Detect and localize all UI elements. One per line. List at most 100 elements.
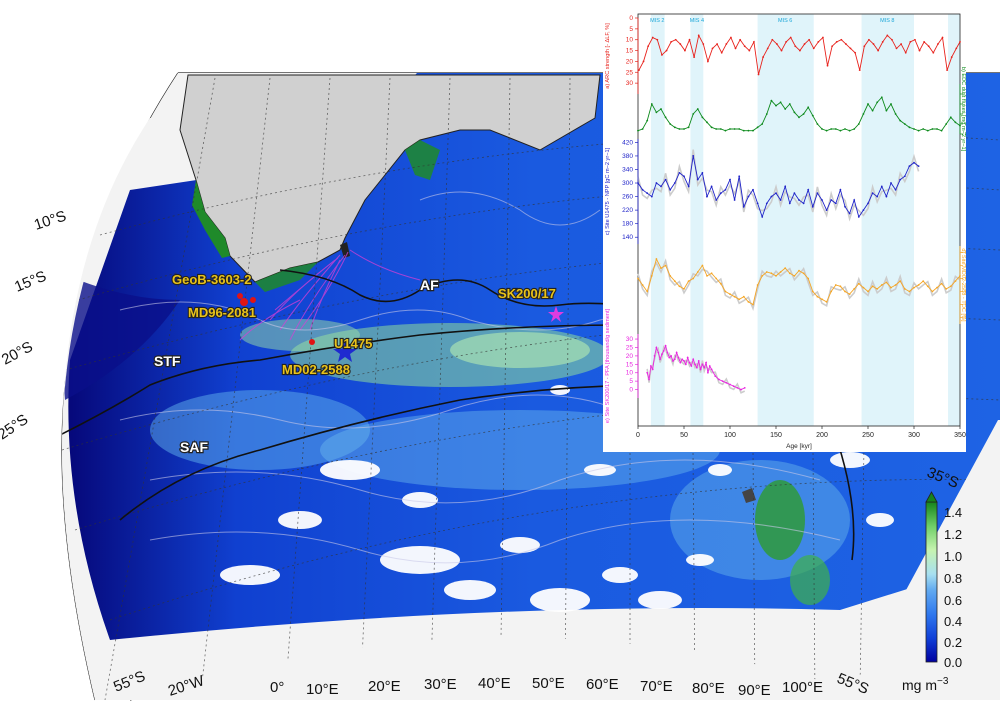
data-point-a	[904, 51, 907, 54]
data-point-e	[714, 375, 717, 378]
data-point-b	[724, 129, 727, 132]
data-point-c	[719, 192, 722, 195]
data-point-c	[733, 199, 736, 201]
data-point-a	[693, 56, 696, 58]
data-point-b	[738, 128, 741, 130]
data-point-c	[798, 199, 800, 201]
data-point-c	[857, 216, 860, 218]
front-label-saf: SAF	[180, 439, 208, 455]
data-point-a	[697, 34, 700, 37]
data-point-a	[927, 45, 930, 48]
data-point-b	[949, 116, 952, 119]
data-point-c	[913, 161, 915, 164]
mis-label: MIS 8	[880, 18, 894, 24]
glacial-band	[690, 14, 704, 426]
data-point-b	[788, 103, 791, 105]
data-point-a	[803, 43, 806, 45]
data-point-e	[721, 380, 724, 383]
data-point-d	[871, 285, 874, 288]
high-chlorophyll-patch	[755, 480, 805, 560]
data-point-c	[853, 199, 856, 201]
y-axis-label-d: d) Site MD02-2588 - TOC [%]	[960, 248, 966, 322]
data-point-a	[674, 38, 677, 41]
site-marker-md96-2081	[240, 298, 248, 306]
data-point-c	[646, 192, 649, 195]
data-point-a	[762, 56, 765, 58]
data-point-c	[890, 182, 892, 184]
data-point-e	[670, 354, 673, 357]
data-point-c	[871, 192, 874, 195]
data-point-d	[885, 281, 888, 284]
series-line-c	[637, 155, 919, 219]
y-tick-label-e: 25	[626, 344, 634, 351]
y-tick-label-c: 420	[622, 139, 633, 146]
data-point-b	[687, 126, 690, 129]
y-tick-label-c: 220	[622, 207, 633, 214]
longitude-label: 50°E	[532, 675, 565, 692]
longitude-label: 70°E	[640, 678, 673, 695]
data-point-d	[834, 284, 837, 286]
data-point-e	[697, 360, 700, 362]
data-point-b	[825, 129, 828, 132]
longitude-label: 20°E	[368, 678, 401, 695]
front-label-stf: STF	[154, 353, 181, 369]
data-point-b	[696, 108, 699, 110]
data-point-c	[802, 202, 805, 205]
data-point-d	[692, 277, 695, 280]
data-point-d	[788, 272, 791, 275]
data-point-c	[641, 188, 644, 191]
y-tick-label-a: 10	[626, 37, 634, 44]
data-point-a	[776, 43, 778, 45]
colorbar-tick: 0.0	[944, 655, 962, 670]
data-point-e	[718, 378, 720, 381]
data-point-b	[862, 113, 865, 115]
data-point-d	[913, 286, 915, 289]
data-point-d	[876, 288, 879, 290]
data-point-c	[775, 192, 777, 195]
data-point-d	[733, 295, 736, 298]
data-point-c	[710, 185, 713, 188]
data-point-b	[793, 111, 796, 114]
data-point-b	[706, 121, 708, 124]
data-point-a	[651, 36, 654, 39]
x-tick-label: 50	[680, 432, 688, 439]
data-point-a	[757, 73, 760, 76]
data-point-b	[756, 126, 759, 129]
data-point-a	[771, 38, 774, 41]
data-point-a	[817, 40, 820, 43]
data-point-b	[701, 116, 704, 119]
data-point-d	[747, 301, 750, 303]
site-label-md96-2081: MD96-2081	[188, 305, 256, 320]
data-point-d	[683, 288, 685, 290]
data-point-d	[775, 275, 777, 277]
reference-curve-d	[637, 258, 961, 312]
data-point-e	[655, 346, 658, 349]
data-point-d	[954, 280, 957, 282]
x-axis-label: Age [kyr]	[786, 443, 812, 450]
data-point-b	[752, 129, 754, 132]
data-point-e	[736, 386, 739, 389]
site-label-sk200-17: SK200/17	[498, 286, 556, 301]
latitude-label: 25°S	[0, 411, 31, 443]
data-point-c	[678, 171, 681, 174]
colorbar-tick: 0.8	[944, 571, 962, 586]
data-point-d	[908, 290, 911, 293]
data-point-c	[715, 199, 718, 201]
data-point-c	[669, 188, 672, 191]
data-point-b	[646, 119, 649, 122]
data-point-d	[678, 285, 681, 288]
site-label-geob-3603-2: GeoB-3603-2	[172, 272, 251, 287]
data-point-d	[899, 280, 902, 282]
data-point-d	[862, 286, 865, 289]
data-point-b	[899, 119, 902, 122]
data-point-d	[729, 293, 731, 295]
data-point-b	[885, 109, 888, 112]
data-point-d	[641, 284, 644, 286]
data-point-c	[683, 175, 685, 178]
data-point-e	[683, 360, 685, 362]
data-point-c	[876, 195, 879, 198]
data-point-e	[677, 356, 680, 359]
colorbar-tick: 1.0	[944, 549, 962, 564]
x-tick-label: 0	[636, 432, 640, 439]
data-point-c	[650, 195, 653, 198]
